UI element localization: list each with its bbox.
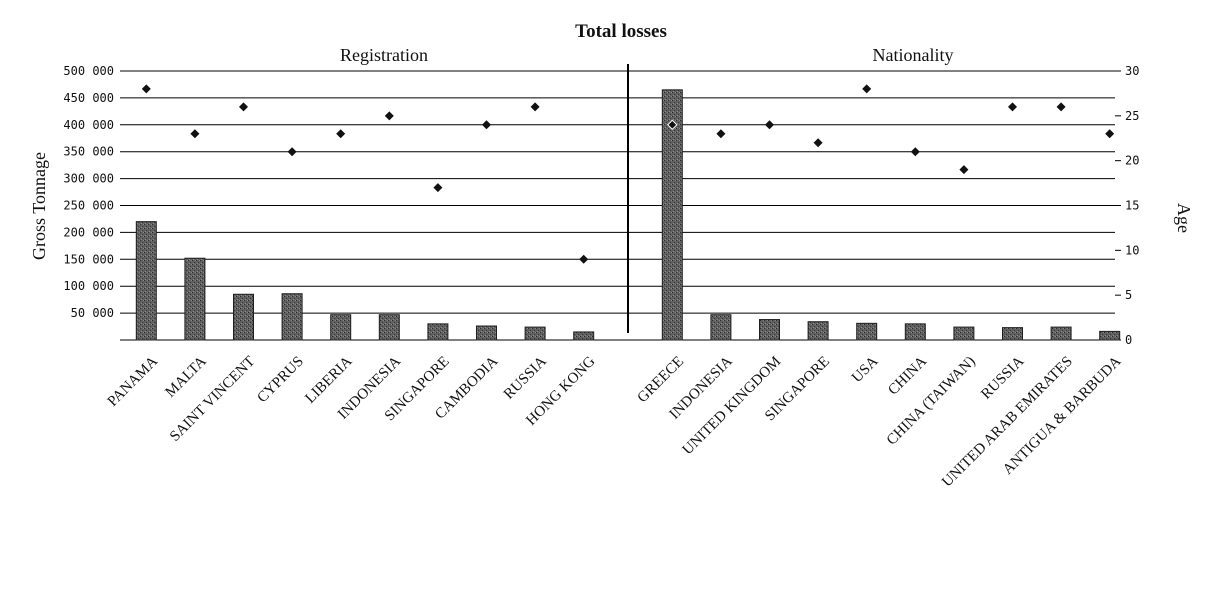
age-point [384,111,394,121]
bar [330,314,352,341]
age-point [530,102,540,112]
bar [759,319,780,341]
age-point [1056,102,1066,112]
y2-tick-label: 20 [1125,154,1139,168]
group-label-registration: Registration [340,45,428,65]
y-tick-label: 450 000 [63,91,114,105]
y-axis-ticks: 500 000 450 000 400 000 350 000 300 000 250 0… [63,64,114,320]
y2-tick-label: 25 [1125,109,1139,123]
x-tick-label: PANAMA [105,353,161,409]
bar [1050,326,1072,341]
bar [427,323,449,341]
age-point [910,147,920,157]
bar [904,323,926,341]
y2-tick-label: 5 [1125,288,1132,302]
age-point [1008,102,1017,112]
age-point [287,147,297,157]
y-tick-label: 250 000 [63,199,114,213]
y-axis-title: Gross Tonnage [29,152,49,260]
age-point [716,129,726,139]
age-point [482,120,491,130]
age-point [190,129,200,139]
x-tick-label: RUSSIA [501,353,550,402]
y-tick-label: 150 000 [63,252,114,266]
x-tick-label: CYPRUS [254,354,307,407]
x-tick-label: RUSSIA [978,353,1027,402]
age-point [239,102,248,112]
age-point [1105,129,1115,139]
y2-tick-label: 0 [1125,333,1132,347]
age-point [433,183,443,193]
y2-axis-ticks: 0 5 10 15 20 25 30 [1115,64,1139,347]
chart-title: Total losses [575,21,667,42]
y-tick-label: 100 000 [63,279,114,293]
bar [661,89,683,341]
gridlines [120,70,1115,341]
bar [710,314,732,341]
y2-axis-title: Age [1174,203,1194,233]
x-tick-label: MALTA [163,353,210,400]
age-point [959,165,969,175]
y-tick-label: 300 000 [63,172,114,186]
x-tick-label: CHINA [885,353,930,398]
bars [135,89,1121,341]
bar [573,331,595,341]
bar [135,221,157,341]
bar [856,322,878,341]
group-label-nationality: Nationality [873,45,954,65]
bar [1002,327,1023,341]
y2-tick-label: 10 [1125,243,1139,257]
bar [184,257,206,341]
bar [1099,330,1121,341]
bar [378,314,400,341]
age-point [813,138,823,148]
bar [953,326,975,341]
y2-tick-label: 15 [1125,199,1139,213]
bar [524,326,546,341]
x-tick-label: CHINA (TAIWAN) [884,354,979,449]
bar [281,293,303,341]
bar [807,321,829,341]
age-point [579,254,589,264]
x-tick-label: SAINT VINCENT [167,354,258,445]
y-tick-label: 200 000 [63,225,114,239]
x-tick-label: USA [849,353,882,386]
y-tick-label: 500 000 [63,64,114,78]
age-point [765,120,774,130]
age-point [862,84,872,94]
age-markers [141,84,1115,264]
y-tick-label: 400 000 [63,118,114,132]
y-tick-label: 50 000 [71,306,114,320]
y-tick-label: 350 000 [63,145,114,159]
bar [476,325,497,341]
age-point [141,84,151,94]
bar [233,293,254,341]
y2-tick-label: 30 [1125,64,1139,78]
age-point [336,129,346,139]
age-point [667,119,678,131]
